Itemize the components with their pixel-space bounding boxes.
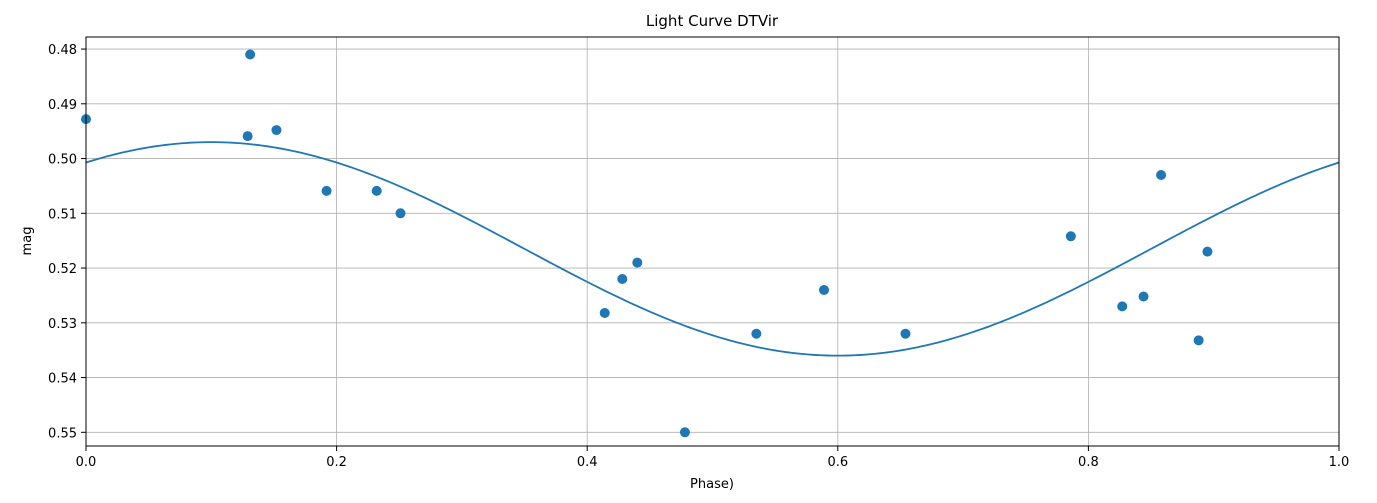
data-point bbox=[617, 274, 628, 285]
x-axis: 0.0 0.2 0.4 0.6 0.8 1.0 bbox=[76, 446, 1350, 470]
data-point bbox=[271, 125, 282, 136]
y-tick-label: 0.54 bbox=[48, 372, 77, 387]
x-tick-label: 0.0 bbox=[76, 455, 97, 470]
data-point bbox=[632, 257, 643, 268]
plot-frame bbox=[85, 36, 1340, 447]
fit-curve bbox=[85, 141, 1340, 357]
y-tick-label: 0.53 bbox=[48, 317, 77, 332]
data-point bbox=[1117, 301, 1128, 312]
data-point bbox=[1202, 246, 1213, 257]
data-point bbox=[751, 328, 762, 339]
x-tick-label: 0.2 bbox=[326, 455, 347, 470]
data-point bbox=[819, 284, 830, 295]
data-point bbox=[1065, 231, 1076, 242]
y-tick-label: 0.50 bbox=[48, 153, 77, 168]
data-point bbox=[1193, 335, 1204, 346]
y-tick-label: 0.51 bbox=[48, 207, 77, 222]
y-tick-label: 0.48 bbox=[48, 43, 77, 58]
fit-curve-layer bbox=[85, 141, 1340, 357]
data-point bbox=[1156, 169, 1167, 180]
y-axis: 0.48 0.49 0.50 0.51 0.52 0.53 0.54 0.55 bbox=[48, 43, 86, 441]
y-tick-label: 0.52 bbox=[48, 262, 77, 277]
data-point bbox=[1138, 291, 1149, 302]
y-tick-label: 0.55 bbox=[48, 426, 77, 441]
data-point bbox=[599, 307, 610, 318]
y-tick-label: 0.49 bbox=[48, 98, 77, 113]
data-point bbox=[371, 185, 382, 196]
data-point bbox=[679, 427, 690, 438]
x-tick-label: 1.0 bbox=[1329, 455, 1350, 470]
y-axis-label: mag bbox=[20, 227, 35, 256]
data-point bbox=[900, 328, 911, 339]
grid bbox=[85, 37, 1340, 446]
x-tick-label: 0.4 bbox=[577, 455, 598, 470]
data-point bbox=[395, 208, 406, 219]
data-point bbox=[245, 49, 256, 60]
data-points bbox=[81, 49, 1213, 438]
data-point bbox=[242, 131, 253, 142]
x-tick-label: 0.8 bbox=[1078, 455, 1099, 470]
x-tick-label: 0.6 bbox=[827, 455, 848, 470]
x-axis-label: Phase) bbox=[690, 477, 734, 492]
data-point bbox=[321, 185, 332, 196]
chart-title: Light Curve DTVir bbox=[646, 12, 779, 30]
